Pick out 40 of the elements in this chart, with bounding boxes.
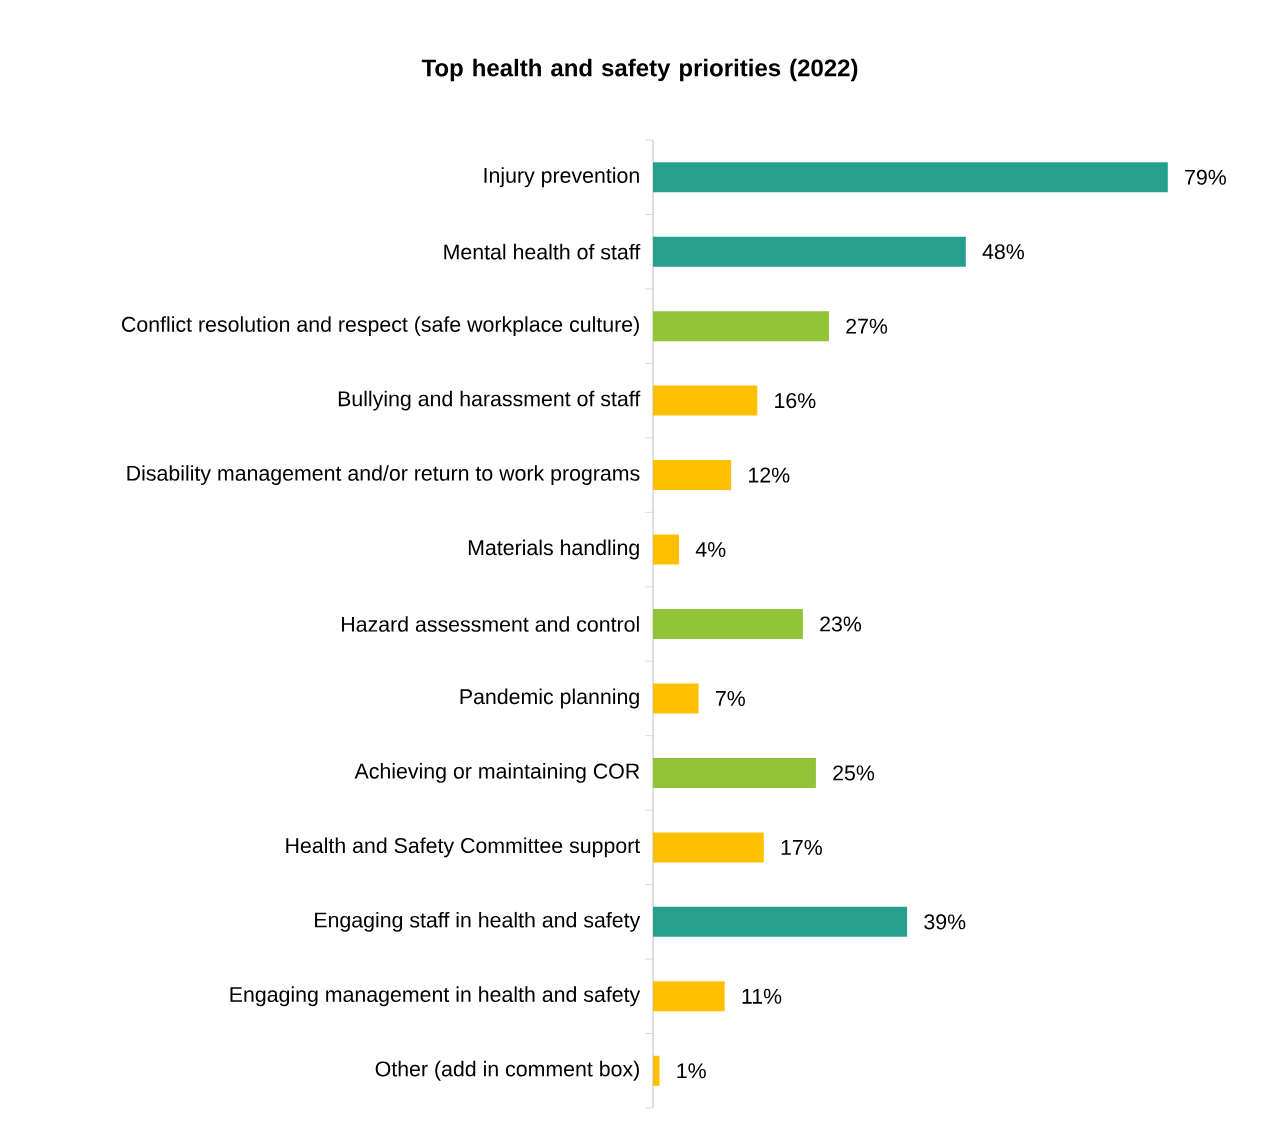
data-label: 39% bbox=[924, 914, 966, 930]
data-label: 1% bbox=[677, 1063, 706, 1079]
bar bbox=[653, 1055, 660, 1086]
bar bbox=[653, 162, 1168, 193]
data-label: 48% bbox=[982, 244, 1024, 260]
y-tick-label: Pandemic planning bbox=[460, 688, 639, 709]
y-tick-label: Hazard assessment and control bbox=[342, 616, 639, 632]
y-tick-label: Disability management and/or return to work programs bbox=[127, 465, 640, 486]
bar bbox=[653, 981, 725, 1012]
data-label: 27% bbox=[846, 318, 888, 334]
bar bbox=[653, 385, 758, 416]
data-label: 17% bbox=[781, 839, 822, 855]
y-tick-label: Achieving or maintaining COR bbox=[354, 762, 640, 783]
bar bbox=[653, 311, 829, 342]
data-label: 11% bbox=[742, 988, 782, 1004]
y-tick-label: Health and Safety Committee support bbox=[286, 837, 641, 858]
y-tick-label: Mental health of staff bbox=[444, 243, 641, 260]
y-tick-label: Engaging management in health and safety bbox=[230, 986, 641, 1007]
data-label: 16% bbox=[775, 393, 816, 409]
bar bbox=[653, 832, 764, 863]
y-tick-label: Other (add in comment box) bbox=[375, 1060, 639, 1081]
data-label: 7% bbox=[715, 690, 745, 706]
data-label: 25% bbox=[833, 765, 875, 781]
bar bbox=[653, 236, 966, 267]
y-tick-label: Injury prevention bbox=[484, 167, 639, 188]
y-tick-label: Bullying and harassment of staff bbox=[338, 390, 641, 411]
data-label: 4% bbox=[695, 542, 726, 557]
bar bbox=[653, 683, 699, 714]
y-tick-label: Materials handling bbox=[468, 539, 639, 560]
y-tick-label: Engaging staff in health and safety bbox=[315, 911, 641, 932]
bar bbox=[653, 534, 680, 565]
y-tick-label: Conflict resolution and respect (safe workplace culture) bbox=[122, 316, 639, 337]
bar bbox=[653, 609, 803, 639]
data-label: 79% bbox=[1185, 169, 1226, 185]
bar bbox=[653, 906, 908, 937]
data-label: 12% bbox=[749, 467, 790, 483]
bar bbox=[653, 757, 816, 788]
chart-title: Top health and safety priorities (2022) bbox=[421, 58, 858, 82]
bar bbox=[653, 460, 732, 491]
data-label: 23% bbox=[820, 616, 862, 632]
